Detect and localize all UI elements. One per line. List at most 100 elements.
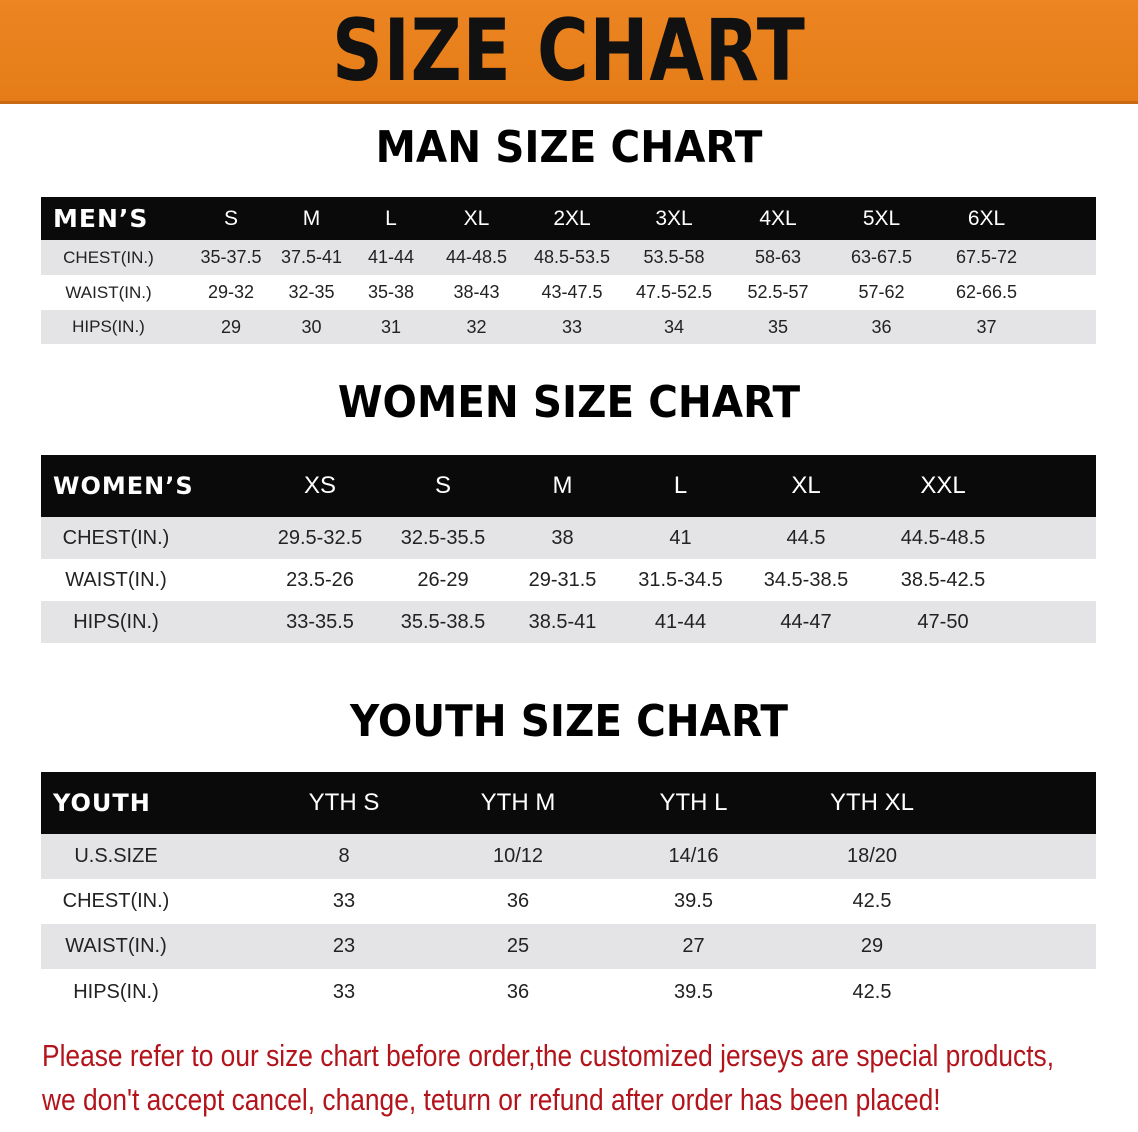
table-cell: 39.5 — [674, 980, 713, 1003]
table-row: HIPS(IN.) 33-35.5 35.5-38.5 38.5-41 41-44 44-… — [41, 601, 1096, 643]
table-row: CHEST(IN.) 33 36 39.5 42.5 — [41, 879, 1096, 924]
table-cell: 47-50 — [917, 610, 969, 633]
men-section-title: MAN SIZE CHART — [375, 122, 763, 173]
table-cell: 37.5-41 — [280, 247, 343, 267]
row-label: HIPS(IN.) — [73, 610, 159, 633]
table-cell: 35-37.5 — [200, 247, 262, 267]
table-cell: 53.5-58 — [643, 247, 705, 267]
size-header: YTH L — [659, 789, 728, 816]
table-header-row: WOMEN’S XS S M L XL XXL — [41, 455, 1096, 517]
row-label: WAIST(IN.) — [65, 935, 167, 957]
banner-title: SIZE CHART — [332, 0, 806, 101]
size-header: 4XL — [759, 206, 797, 230]
size-header: XS — [303, 472, 336, 499]
table-cell: 10/12 — [492, 845, 544, 867]
table-row: CHEST(IN.) 29.5-32.5 32.5-35.5 38 41 44.5 44.5… — [41, 517, 1096, 559]
table-cell: 58-63 — [754, 247, 802, 267]
banner: SIZE CHART — [0, 0, 1138, 104]
table-cell: 38-43 — [453, 282, 500, 302]
header-label: YOUTH — [53, 789, 151, 817]
table-cell: 33 — [332, 980, 356, 1003]
men-size-table: MEN’S S M L XL 2XL 3XL 4XL 5XL 6XL CHEST(IN.) 35-37… — [41, 197, 1096, 344]
row-label: WAIST(IN.) — [65, 568, 167, 591]
table-cell: 31 — [380, 316, 402, 337]
table-cell: 33-35.5 — [286, 610, 354, 633]
table-cell: 26-29 — [417, 568, 469, 591]
table-cell: 35-38 — [367, 282, 415, 302]
size-header: XL — [463, 206, 490, 230]
table-cell: 62-66.5 — [955, 282, 1018, 302]
table-cell: 44-47 — [780, 610, 832, 633]
table-cell: 44.5 — [786, 526, 826, 549]
size-header: 2XL — [553, 206, 591, 230]
table-cell: 18/20 — [846, 845, 898, 867]
row-label: CHEST(IN.) — [63, 247, 154, 267]
row-label: U.S.SIZE — [74, 845, 158, 867]
table-cell: 33 — [561, 316, 583, 337]
table-cell: 35 — [767, 316, 789, 337]
table-cell: 38 — [551, 526, 574, 549]
table-cell: 42.5 — [852, 980, 892, 1003]
order-note-line-1: Please refer to our size chart before or… — [42, 1038, 1055, 1073]
table-cell: 32.5-35.5 — [400, 526, 486, 549]
women-section-title: WOMEN SIZE CHART — [337, 377, 801, 428]
table-cell: 41-44 — [367, 247, 415, 267]
size-header: L — [385, 206, 397, 230]
size-header: L — [673, 472, 688, 499]
table-cell: 41-44 — [654, 610, 707, 633]
table-cell: 44.5-48.5 — [900, 526, 986, 549]
table-cell: 42.5 — [852, 890, 892, 912]
table-cell: 23 — [332, 935, 356, 957]
size-header: 3XL — [655, 206, 693, 230]
table-cell: 8 — [338, 845, 350, 867]
table-cell: 36 — [506, 890, 530, 912]
table-cell: 30 — [301, 316, 322, 337]
table-cell: 29-31.5 — [528, 568, 597, 591]
table-cell: 44-48.5 — [445, 247, 508, 267]
row-label: HIPS(IN.) — [73, 980, 159, 1003]
table-cell: 38.5-42.5 — [900, 568, 986, 591]
table-cell: 36 — [506, 980, 530, 1003]
size-header: S — [434, 472, 451, 499]
order-note-line-2: we don't accept cancel, change, teturn o… — [42, 1082, 941, 1117]
table-cell: 32-35 — [288, 282, 335, 302]
table-cell: 67.5-72 — [955, 247, 1018, 267]
table-cell: 29-32 — [207, 282, 255, 302]
row-label: WAIST(IN.) — [65, 282, 152, 302]
size-header: S — [223, 206, 238, 230]
table-row: WAIST(IN.) 23 25 27 29 — [41, 924, 1096, 969]
table-cell: 27 — [682, 935, 705, 957]
table-cell: 63-67.5 — [850, 247, 913, 267]
table-cell: 29.5-32.5 — [277, 526, 363, 549]
table-cell: 38.5-41 — [528, 610, 597, 633]
size-header: XL — [791, 472, 821, 499]
table-row: CHEST(IN.) 35-37.5 37.5-41 41-44 44-48.5 48.5… — [41, 240, 1096, 275]
table-header-row: MEN’S S M L XL 2XL 3XL 4XL 5XL 6XL — [41, 197, 1096, 240]
table-cell: 37 — [976, 316, 997, 337]
table-header-row: YOUTH YTH S YTH M YTH L YTH XL — [41, 772, 1096, 834]
table-cell: 52.5-57 — [747, 282, 809, 302]
size-header: 6XL — [967, 206, 1006, 230]
table-cell: 32 — [466, 316, 487, 337]
table-cell: 34.5-38.5 — [763, 568, 849, 591]
table-row: HIPS(IN.) 29 30 31 32 33 34 35 36 37 — [41, 310, 1096, 344]
row-label: HIPS(IN.) — [72, 317, 145, 336]
table-cell: 48.5-53.5 — [533, 247, 611, 267]
table-cell: 33 — [332, 890, 356, 912]
table-cell: 41 — [669, 526, 692, 549]
table-cell: 47.5-52.5 — [635, 282, 713, 302]
table-cell: 35.5-38.5 — [400, 610, 486, 633]
table-cell: 39.5 — [674, 890, 713, 912]
table-row: HIPS(IN.) 33 36 39.5 42.5 — [41, 969, 1096, 1015]
size-header: XXL — [920, 472, 966, 499]
size-header: YTH S — [308, 789, 380, 816]
table-row: WAIST(IN.) 29-32 32-35 35-38 38-43 43-47.5 47.… — [41, 275, 1096, 310]
table-cell: 29 — [220, 316, 242, 337]
youth-section-title: YOUTH SIZE CHART — [350, 696, 788, 747]
row-label: CHEST(IN.) — [62, 890, 170, 912]
table-row: U.S.SIZE 8 10/12 14/16 18/20 — [41, 834, 1096, 879]
table-cell: 43-47.5 — [541, 282, 603, 302]
header-label: WOMEN’S — [53, 472, 194, 500]
size-header: M — [552, 472, 573, 499]
table-cell: 29 — [860, 935, 884, 957]
